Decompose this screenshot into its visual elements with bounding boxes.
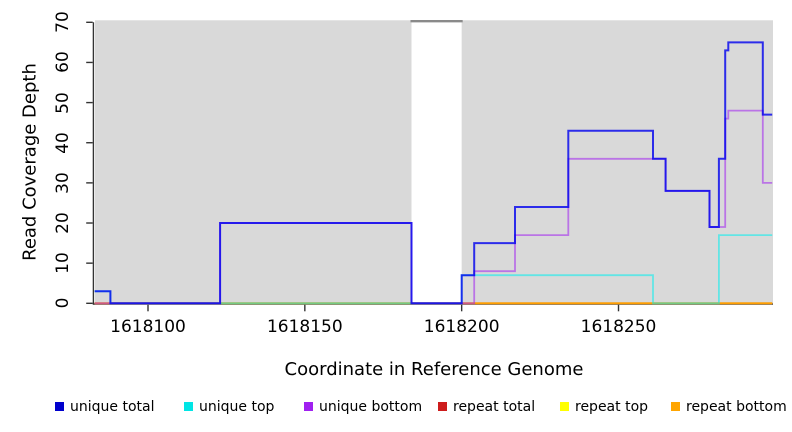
legend-label: unique top bbox=[199, 399, 275, 415]
series-line-unique-total bbox=[94, 41, 773, 305]
masked-region bbox=[411, 20, 462, 304]
legend-label: repeat bottom bbox=[686, 399, 787, 415]
y-tick-label: 10 bbox=[53, 252, 73, 274]
legend-swatch-icon bbox=[304, 402, 313, 411]
legend-label: repeat total bbox=[453, 399, 536, 415]
legend-label: repeat top bbox=[575, 399, 649, 415]
y-tick-label: 50 bbox=[53, 91, 73, 114]
y-tick-label: 40 bbox=[53, 131, 73, 154]
y-tick-label: 0 bbox=[53, 297, 73, 309]
x-axis-label: Coordinate in Reference Genome bbox=[284, 359, 584, 380]
x-tick-label: 1618150 bbox=[266, 317, 343, 337]
y-tick-label: 70 bbox=[53, 11, 73, 34]
y-tick-label: 60 bbox=[53, 51, 73, 74]
legend-label: unique total bbox=[70, 399, 155, 415]
legend-swatch-icon bbox=[671, 402, 680, 411]
x-tick-label: 1618200 bbox=[423, 317, 500, 337]
legend-swatch-icon bbox=[438, 402, 447, 411]
legend-swatch-icon bbox=[184, 402, 193, 411]
y-tick-label: 30 bbox=[53, 172, 73, 194]
legend-swatch-icon bbox=[560, 402, 569, 411]
y-axis-label: Read Coverage Depth bbox=[19, 63, 41, 261]
legend-swatch-icon bbox=[55, 402, 64, 411]
y-tick-label: 20 bbox=[53, 212, 73, 234]
x-tick-label: 1618250 bbox=[580, 317, 657, 337]
legend-label: unique bottom bbox=[319, 399, 423, 415]
x-tick-label: 1618100 bbox=[110, 317, 186, 337]
